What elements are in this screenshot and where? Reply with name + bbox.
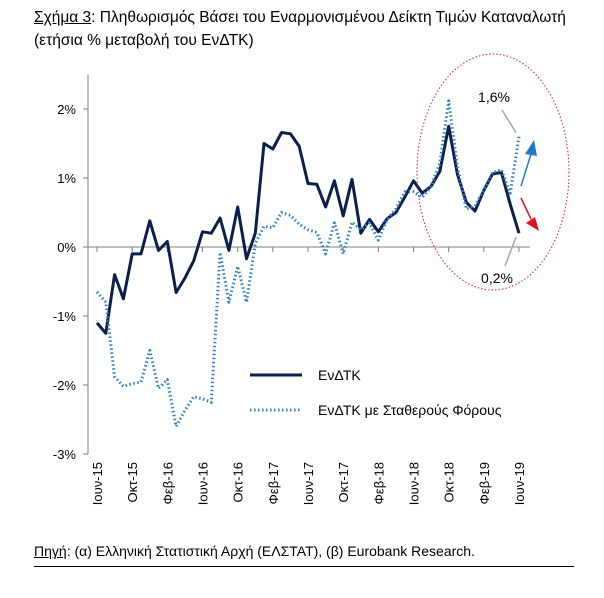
source-text: : (α) Ελληνική Στατιστική Αρχή (ΕΛΣΤΑΤ),… xyxy=(66,543,475,559)
x-tick-label: Οκτ-18 xyxy=(442,462,457,503)
annotation-1-6-leader xyxy=(501,109,517,133)
x-tick-label: Ιουν-19 xyxy=(512,462,527,505)
x-tick-label: Οκτ-16 xyxy=(231,462,246,503)
annotation-0-2-leader xyxy=(504,236,517,267)
annotation-1-6: 1,6% xyxy=(478,89,510,105)
y-tick-label: 2% xyxy=(57,102,76,117)
y-tick-label: -1% xyxy=(53,309,77,324)
y-tick-label: -2% xyxy=(53,378,77,393)
source-note: Πηγή: (α) Ελληνική Στατιστική Αρχή (ΕΛΣΤ… xyxy=(34,543,475,559)
arrow-down-shaft xyxy=(520,197,532,220)
x-tick-label: Ιουν-18 xyxy=(407,462,422,505)
arrow-up-head xyxy=(525,140,537,156)
bottom-rule xyxy=(34,566,574,567)
annotation-0-2: 0,2% xyxy=(481,270,513,286)
x-tick-label: Ιουν-16 xyxy=(196,462,211,505)
x-tick-label: Οκτ-17 xyxy=(336,462,351,503)
x-tick-label: Ιουν-15 xyxy=(90,462,105,505)
highlight-ellipse xyxy=(416,53,570,291)
y-tick-label: 1% xyxy=(57,171,76,186)
chart-title: Σχήμα 3: Πληθωρισμός Βάσει του Εναρμονισ… xyxy=(34,6,594,52)
x-tick-label: Ιουν-17 xyxy=(301,462,316,505)
x-tick-label: Φεβ-19 xyxy=(477,462,492,504)
series-line-hicp xyxy=(95,124,521,335)
legend-label-hicp-constant-taxes: ΕνΔΤΚ με Σταθερούς Φόρους xyxy=(318,402,502,418)
y-tick-label: -3% xyxy=(53,447,77,462)
series-line-hicp-constant-taxes xyxy=(95,99,521,428)
legend-label-hicp: ΕνΔΤΚ xyxy=(318,367,361,383)
x-tick-label: Φεβ-18 xyxy=(371,462,386,504)
x-tick-label: Φεβ-16 xyxy=(160,462,175,504)
arrow-down-head xyxy=(526,217,539,231)
arrow-up-shaft xyxy=(520,153,532,187)
x-tick-label: Φεβ-17 xyxy=(266,462,281,504)
y-tick-label: 0% xyxy=(57,240,76,255)
chart-title-text: : Πληθωρισμός Βάσει του Εναρμονισμένου Δ… xyxy=(34,9,566,49)
x-tick-label: Οκτ-15 xyxy=(125,462,140,503)
chart-title-lead: Σχήμα 3 xyxy=(34,9,92,26)
source-lead: Πηγή xyxy=(34,543,67,559)
